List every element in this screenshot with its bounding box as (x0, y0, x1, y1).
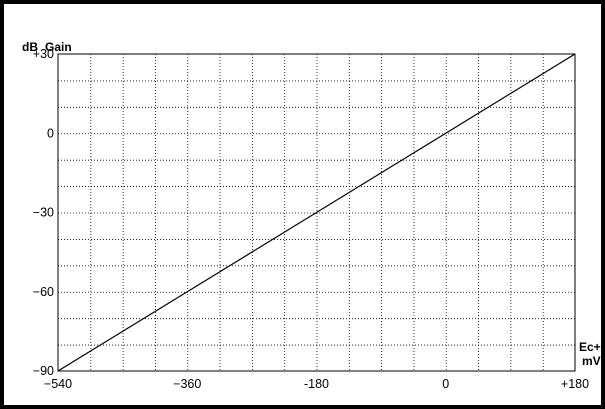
y-axis-unit: dB (22, 40, 38, 54)
y-tick-labels: +30 0 −30 −60 −90 (33, 47, 54, 378)
y-tick-label: +30 (33, 47, 54, 61)
y-tick-label: 0 (47, 126, 54, 140)
y-tick-label: −90 (33, 364, 54, 378)
x-tick-labels: −540 −360 -180 0 +180 (44, 377, 589, 391)
x-tick-label: 0 (442, 377, 449, 391)
plot-border (57, 53, 576, 372)
x-axis-unit: mV (582, 354, 601, 368)
x-tick-label: +180 (561, 377, 589, 391)
x-tick-label: −540 (44, 377, 72, 391)
y-axis-label: Gain (45, 40, 72, 54)
x-tick-label: -180 (304, 377, 329, 391)
y-tick-label: −60 (33, 285, 54, 299)
x-axis-label: Ec+ (579, 340, 601, 354)
x-tick-label: −360 (173, 377, 201, 391)
series-layer (57, 53, 576, 372)
y-tick-label: −30 (33, 206, 54, 220)
gain-line (57, 53, 576, 372)
